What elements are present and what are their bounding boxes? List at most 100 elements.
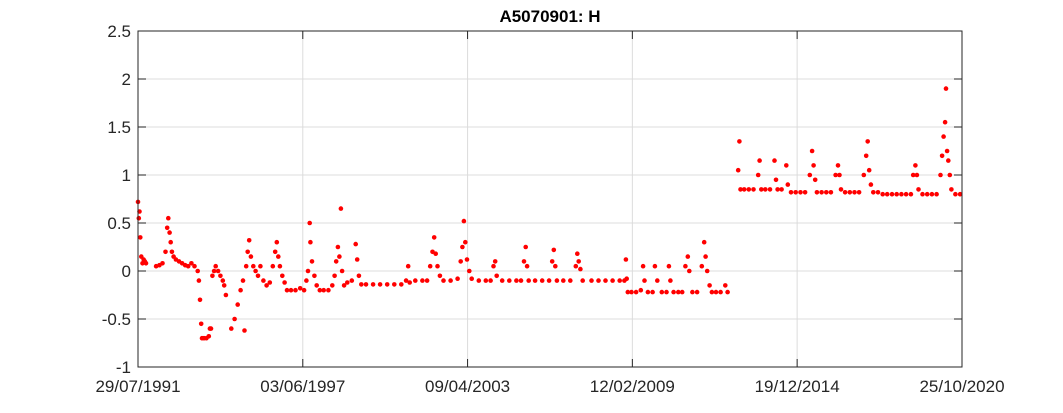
data-point — [507, 278, 512, 283]
data-point — [312, 273, 317, 279]
x-tick-label: 29/07/1991 — [95, 377, 180, 396]
data-point — [264, 283, 269, 288]
data-point — [338, 206, 344, 211]
data-point — [757, 158, 762, 163]
data-point — [488, 278, 493, 283]
data-point — [255, 273, 261, 279]
y-tick-label: -1 — [116, 358, 131, 377]
data-point — [240, 278, 246, 283]
data-point — [356, 273, 362, 279]
data-point — [407, 280, 413, 285]
data-point — [272, 249, 278, 255]
data-point — [136, 215, 142, 221]
data-point — [638, 287, 644, 293]
data-point — [248, 254, 254, 259]
data-point — [399, 282, 404, 287]
data-point — [811, 163, 816, 168]
data-point — [699, 263, 705, 269]
data-point — [943, 86, 949, 91]
data-point — [610, 278, 615, 283]
data-point — [837, 172, 842, 178]
data-point — [458, 259, 464, 264]
data-point — [160, 261, 165, 266]
data-point — [568, 278, 573, 283]
data-point — [838, 187, 844, 192]
data-point — [819, 190, 824, 195]
data-point — [464, 257, 470, 262]
data-point — [676, 289, 681, 295]
data-point — [345, 280, 350, 285]
data-point — [664, 289, 669, 295]
data-point — [198, 321, 204, 327]
data-point — [164, 225, 170, 231]
data-point — [280, 273, 285, 279]
data-point — [944, 148, 950, 154]
data-point — [866, 167, 872, 173]
data-point — [868, 182, 874, 187]
data-point — [953, 191, 958, 197]
data-point — [491, 263, 496, 269]
data-point — [759, 187, 764, 192]
data-point — [617, 278, 622, 283]
data-point — [603, 278, 608, 283]
data-point — [580, 278, 585, 283]
data-point — [949, 187, 954, 192]
data-point — [270, 263, 276, 269]
data-point — [671, 289, 676, 295]
data-point — [403, 278, 409, 283]
x-tick-label: 25/10/2020 — [919, 377, 1004, 396]
data-point — [288, 287, 294, 293]
data-point — [304, 278, 309, 283]
data-point — [384, 282, 390, 287]
data-point — [242, 328, 247, 333]
data-point — [467, 268, 472, 274]
data-point — [215, 268, 221, 274]
data-point — [189, 261, 194, 266]
data-point — [469, 276, 475, 282]
data-point — [494, 273, 500, 279]
y-tick-label: 2.5 — [107, 22, 131, 41]
data-point — [655, 278, 660, 283]
data-point — [253, 268, 258, 274]
data-point — [629, 289, 634, 295]
data-point — [370, 282, 376, 287]
data-point — [353, 241, 359, 247]
data-point — [833, 172, 838, 178]
data-point — [704, 268, 710, 274]
data-point — [284, 287, 290, 293]
data-point — [524, 263, 530, 269]
data-point — [229, 326, 234, 331]
data-point — [772, 158, 777, 163]
data-point — [659, 289, 665, 295]
data-point — [703, 254, 708, 259]
tick-marks — [137, 30, 963, 368]
data-point — [947, 172, 953, 178]
data-point — [767, 187, 773, 192]
data-point — [232, 316, 237, 322]
data-point — [549, 259, 555, 264]
data-point — [723, 283, 728, 288]
data-point — [532, 278, 538, 283]
data-point — [499, 278, 505, 283]
data-point — [492, 259, 498, 264]
data-point — [554, 278, 560, 283]
data-point — [437, 273, 443, 279]
data-point — [718, 289, 723, 295]
data-point — [624, 276, 629, 282]
data-point — [461, 218, 467, 224]
data-point — [763, 187, 768, 192]
data-point — [924, 191, 930, 197]
data-point — [941, 134, 946, 139]
data-point — [652, 263, 658, 269]
data-point — [167, 230, 172, 235]
data-point — [884, 191, 890, 197]
data-point — [746, 187, 752, 192]
data-point — [957, 191, 963, 197]
data-point — [690, 289, 695, 295]
data-point — [277, 263, 283, 269]
data-point — [413, 278, 418, 283]
data-point — [333, 259, 339, 264]
data-point — [946, 158, 951, 163]
y-axis-labels: 2.5 2 1.5 1 0.5 0 -0.5 -1 — [102, 22, 131, 377]
data-point — [913, 163, 918, 168]
